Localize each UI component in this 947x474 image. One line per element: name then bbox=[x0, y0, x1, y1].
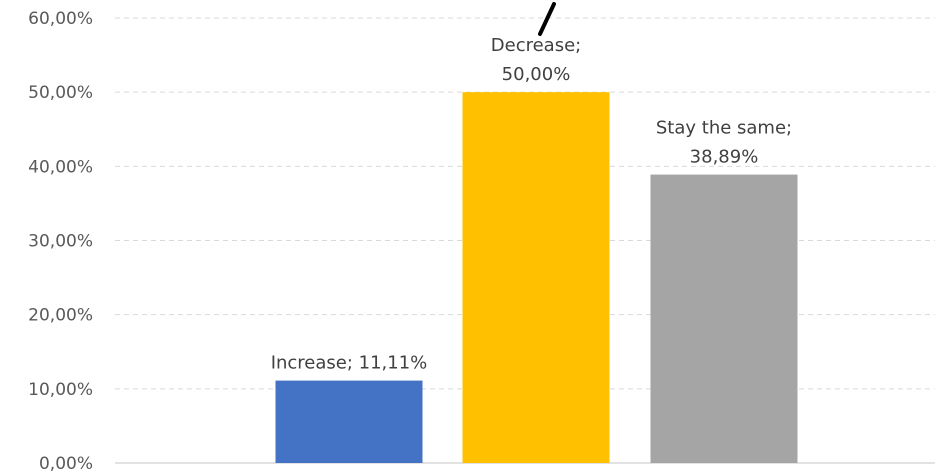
bars bbox=[275, 92, 798, 464]
data-label: Increase; 11,11% bbox=[271, 353, 428, 374]
data-labels: Increase; 11,11% Decrease; 50,00% Stay the … bbox=[271, 35, 792, 373]
y-tick-label: 20,00% bbox=[28, 306, 93, 326]
bar-increase bbox=[275, 380, 423, 463]
data-label: Stay the same; bbox=[656, 118, 792, 139]
y-tick-label: 10,00% bbox=[28, 380, 93, 400]
y-tick-label: 40,00% bbox=[28, 157, 93, 177]
data-label: 50,00% bbox=[502, 64, 571, 85]
y-tick-label: 30,00% bbox=[28, 232, 93, 252]
y-tick-label: 0,00% bbox=[39, 454, 93, 474]
title-fragment bbox=[538, 2, 556, 36]
data-label: Decrease; bbox=[491, 35, 581, 56]
y-tick-label: 60,00% bbox=[28, 9, 93, 29]
y-axis-ticks: 0,00% 10,00% 20,00% 30,00% 40,00% 50,00% 60,00… bbox=[28, 9, 93, 474]
bar-stay-the-same bbox=[650, 174, 798, 463]
y-tick-label: 50,00% bbox=[28, 83, 93, 103]
data-label: 38,89% bbox=[690, 147, 759, 168]
bar-decrease bbox=[462, 92, 610, 464]
